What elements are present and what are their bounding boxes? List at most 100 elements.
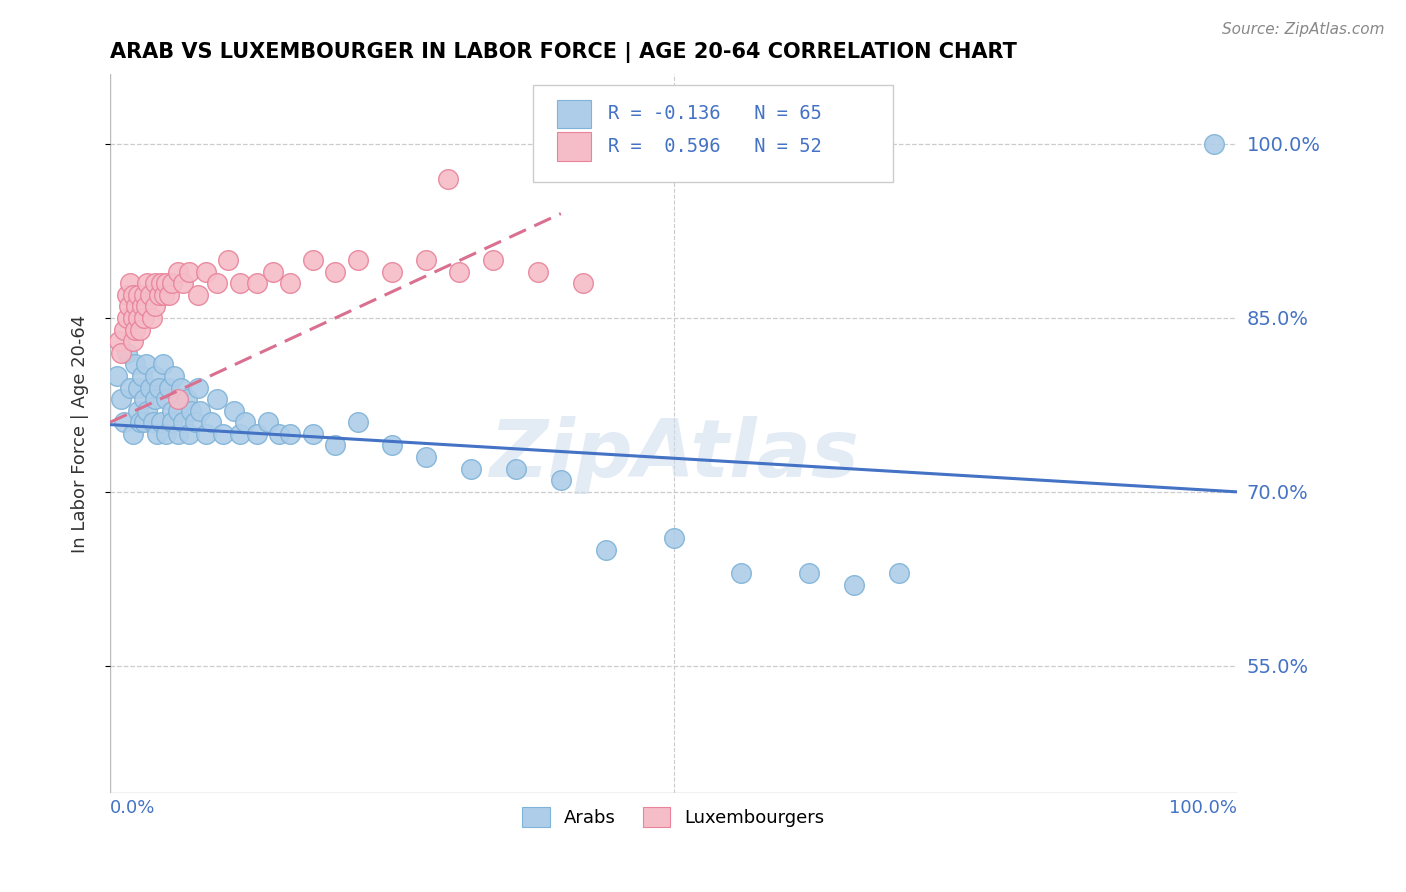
Point [233, 415, 256, 429]
Point [121, 287, 143, 301]
Point [166, 426, 188, 441]
Point [205, 276, 228, 290]
Text: Source: ZipAtlas.com: Source: ZipAtlas.com [1222, 22, 1385, 37]
Point [263, 264, 285, 278]
Point [152, 357, 174, 371]
Point [129, 322, 152, 336]
Point [211, 426, 233, 441]
Point [157, 380, 180, 394]
Text: ARAB VS LUXEMBOURGER IN LABOR FORCE | AGE 20-64 CORRELATION CHART: ARAB VS LUXEMBOURGER IN LABOR FORCE | AG… [110, 42, 1017, 62]
Point [797, 566, 820, 580]
Text: 0.0%: 0.0% [110, 799, 156, 817]
Point [149, 276, 172, 290]
Point [163, 368, 186, 383]
Point [194, 264, 217, 278]
Point [155, 276, 177, 290]
Point [662, 531, 685, 545]
Point [118, 299, 141, 313]
Point [138, 287, 160, 301]
Point [187, 380, 209, 394]
Point [415, 450, 437, 464]
Point [143, 392, 166, 406]
Point [166, 392, 188, 406]
Point [127, 403, 149, 417]
Point [1204, 136, 1226, 151]
Point [505, 461, 527, 475]
Point [120, 276, 142, 290]
Point [415, 252, 437, 267]
Point [183, 415, 205, 429]
Point [449, 264, 471, 278]
Point [110, 345, 132, 359]
Text: 100.0%: 100.0% [1168, 799, 1237, 817]
Point [325, 438, 347, 452]
Point [146, 426, 169, 441]
Point [105, 368, 128, 383]
Point [176, 392, 198, 406]
Point [142, 415, 165, 429]
Point [228, 426, 250, 441]
Point [157, 287, 180, 301]
Point [842, 577, 865, 591]
Point [256, 415, 278, 429]
Point [177, 426, 200, 441]
Point [143, 368, 166, 383]
Point [121, 334, 143, 348]
Point [460, 461, 482, 475]
Point [129, 415, 152, 429]
Point [121, 426, 143, 441]
Point [180, 403, 202, 417]
Point [115, 310, 138, 325]
Point [153, 287, 176, 301]
Point [148, 287, 170, 301]
Text: ZipAtlas: ZipAtlas [489, 417, 859, 494]
FancyBboxPatch shape [533, 86, 893, 182]
Point [143, 299, 166, 313]
Point [136, 276, 159, 290]
Point [194, 426, 217, 441]
Point [245, 426, 267, 441]
Point [200, 415, 222, 429]
Point [302, 426, 325, 441]
Point [127, 310, 149, 325]
Point [527, 264, 550, 278]
Point [155, 392, 177, 406]
Point [135, 299, 157, 313]
Point [141, 310, 163, 325]
Point [187, 287, 209, 301]
Point [112, 322, 135, 336]
Point [138, 380, 160, 394]
Point [132, 287, 155, 301]
Text: R = -0.136   N = 65: R = -0.136 N = 65 [609, 104, 823, 123]
Point [124, 322, 146, 336]
Point [730, 566, 752, 580]
Point [572, 276, 595, 290]
Point [217, 252, 239, 267]
Y-axis label: In Labor Force | Age 20-64: In Labor Force | Age 20-64 [72, 315, 89, 553]
Point [160, 415, 183, 429]
Point [381, 438, 404, 452]
Point [482, 252, 505, 267]
Point [166, 403, 188, 417]
Point [143, 276, 166, 290]
Point [112, 415, 135, 429]
Point [136, 403, 159, 417]
Point [127, 380, 149, 394]
FancyBboxPatch shape [557, 100, 592, 128]
Point [131, 368, 153, 383]
Point [135, 357, 157, 371]
Point [132, 392, 155, 406]
Point [166, 264, 188, 278]
Point [172, 276, 194, 290]
Point [347, 252, 370, 267]
Text: R =  0.596   N = 52: R = 0.596 N = 52 [609, 136, 823, 156]
Point [595, 542, 617, 557]
Point [280, 276, 302, 290]
Point [188, 403, 211, 417]
Point [437, 171, 460, 186]
Point [149, 415, 172, 429]
Point [170, 380, 193, 394]
Point [132, 310, 155, 325]
Point [127, 287, 149, 301]
Point [110, 392, 132, 406]
